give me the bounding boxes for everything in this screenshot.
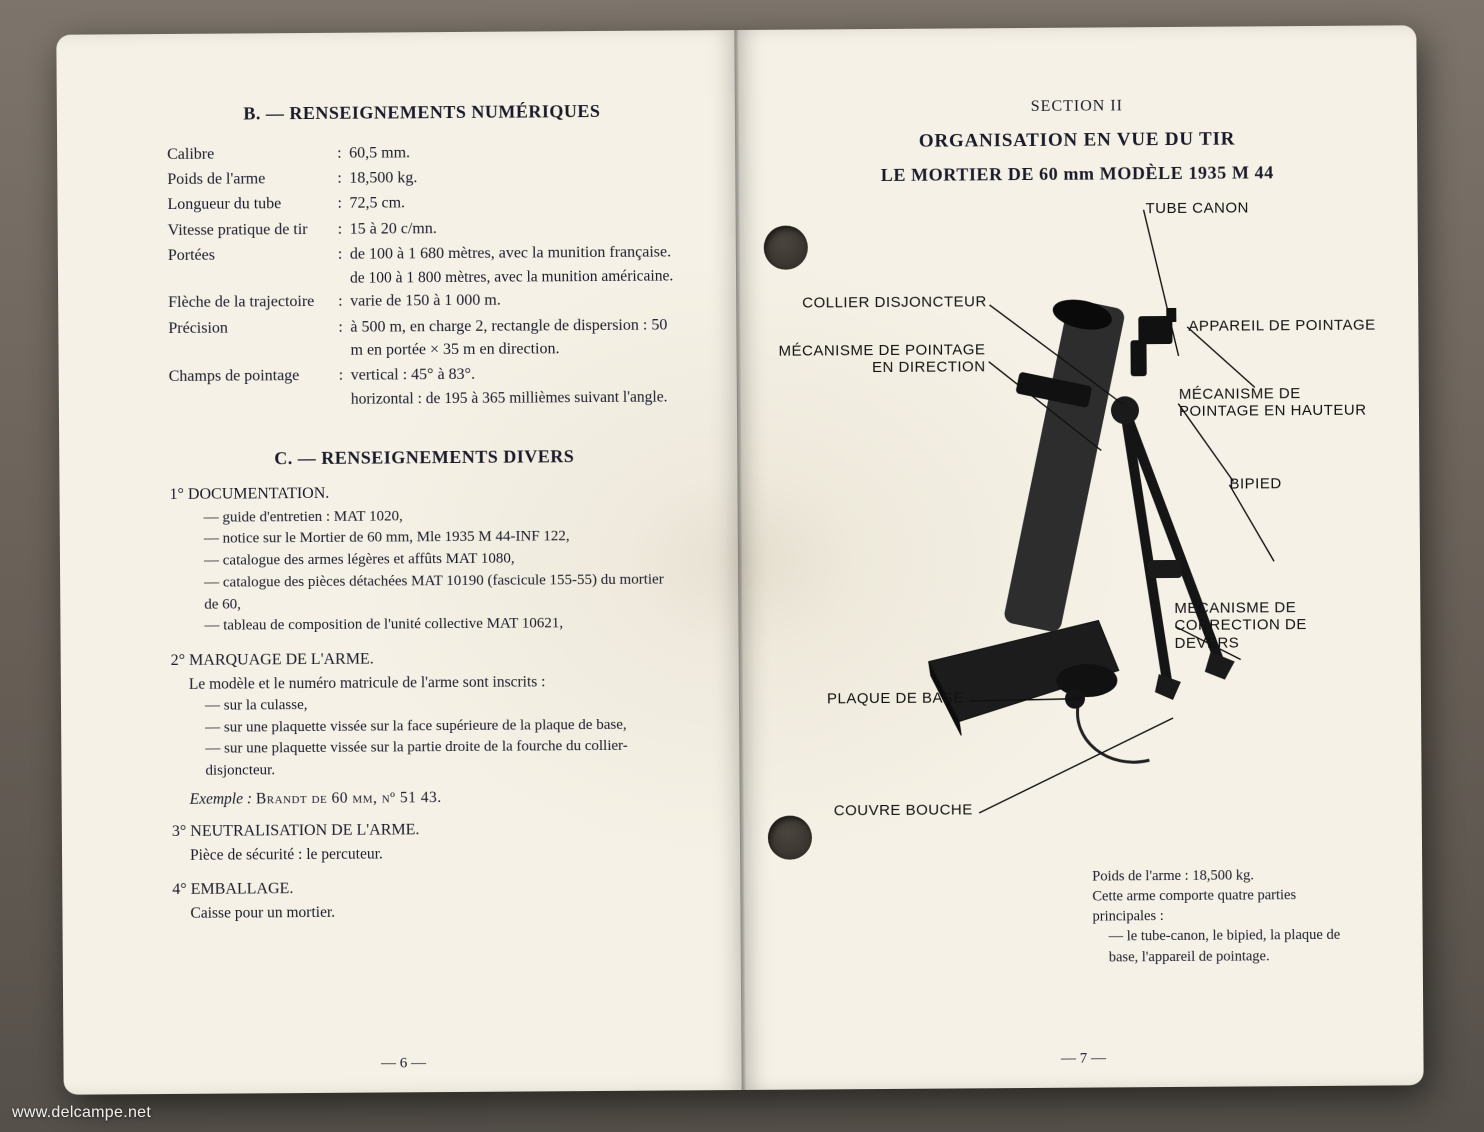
spec-row: Champs de pointage : vertical : 45° à 83… [169,361,679,388]
documentation-bullets: guide d'entretien : MAT 1020, notice sur… [204,504,681,638]
spec-sub: horizontal : de 195 à 365 millièmes suiv… [351,387,679,412]
item-emballage: 4° EMBALLAGE. [172,877,682,899]
spec-row: Flèche de la trajectoire : varie de 150 … [168,288,678,315]
marquage-bullets: sur la culasse, sur une plaquette vissée… [205,692,682,782]
item-documentation: 1° DOCUMENTATION. [169,482,679,504]
spec-row: Précision : à 500 m, en charge 2, rectan… [168,313,678,363]
marquage-example: Exemple : Brandt de 60 mm, nº 51 43. [190,787,682,808]
punch-hole-top [764,226,808,270]
callout-mec-direction: MÉCANISME DE POINTAGEEN DIRECTION [778,341,985,377]
emballage-lead: Caisse pour un mortier. [190,899,682,924]
callout-appareil-pointage: APPAREIL DE POINTAGE [1188,317,1375,336]
neutralisation-lead: Pièce de sécurité : le percuteur. [190,841,682,866]
section-b-heading: B. — RENSEIGNEMENTS NUMÉRIQUES [167,100,677,125]
item-neutralisation: 3° NEUTRALISATION DE L'ARME. [172,819,682,841]
open-book: B. — RENSEIGNEMENTS NUMÉRIQUES Calibre :… [56,25,1423,1094]
spec-row: Calibre : 60,5 mm. [167,139,677,166]
caption-weight: Poids de l'arme : 18,500 kg. [1092,864,1342,886]
callout-mec-hauteur: MÉCANISME DEPOINTAGE EN HAUTEUR [1179,385,1367,421]
callout-tube-canon: TUBE CANON [1145,199,1248,217]
spec-row: Poids de l'arme : 18,500 kg. [167,165,677,192]
spec-label: Calibre [167,142,337,166]
diagram-caption: Poids de l'arme : 18,500 kg. Cette arme … [1092,864,1343,967]
callout-mec-devers: MÉCANISME DECORRECTION DEDEVERS [1174,599,1307,652]
watermark: www.delcampe.net [12,1104,151,1122]
page-left: B. — RENSEIGNEMENTS NUMÉRIQUES Calibre :… [56,30,743,1095]
callout-bipied: BIPIED [1229,475,1281,493]
callout-plaque-base: PLAQUE DE BASE [827,689,964,707]
section-c-heading: C. — RENSEIGNEMENTS DIVERS [169,445,679,470]
callout-couvre-bouche: COUVRE BOUCHE [834,801,973,819]
caption-parts: le tube-canon, le bipied, la plaque de b… [1109,925,1343,967]
page-number-right: — 7 — [743,1048,1423,1070]
callout-collier: COLLIER DISJONCTEUR [802,293,987,312]
page-right: SECTION II ORGANISATION EN VUE DU TIR LE… [736,25,1423,1090]
mortar-diagram: TUBE CANONCOLLIER DISJONCTEURMÉCANISME D… [818,199,1342,843]
section-label: SECTION II [817,96,1337,118]
page-title: ORGANISATION EN VUE DU TIR [817,128,1337,154]
specs-table: Calibre : 60,5 mm. Poids de l'arme : 18,… [167,139,679,412]
page-subtitle: LE MORTIER DE 60 mm MODÈLE 1935 M 44 [817,162,1337,187]
spec-row: Longueur du tube : 72,5 cm. [167,190,677,217]
item-marquage: 2° MARQUAGE DE L'ARME. [171,649,681,671]
spec-row: Portées : de 100 à 1 680 mètres, avec la… [168,240,678,267]
page-number-left: — 6 — [63,1053,743,1075]
caption-intro: Cette arme comporte quatre parties princ… [1092,885,1342,927]
spec-value: 60,5 mm. [349,139,677,164]
spec-sub: de 100 à 1 800 mètres, avec la munition … [350,265,678,290]
spec-row: Vitesse pratique de tir : 15 à 20 c/mn. [168,215,678,242]
punch-hole-bottom [768,816,812,860]
